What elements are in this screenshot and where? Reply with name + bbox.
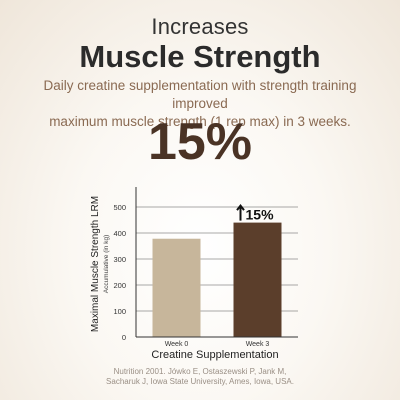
y-axis-sublabel: Accumulative (in kg) (103, 235, 110, 294)
bar-layer (152, 222, 282, 337)
y-tick-label: 400 (113, 229, 126, 238)
bar-week-3 (233, 222, 282, 337)
big-stat: 15% (147, 113, 253, 171)
title-line-1: Increases (151, 14, 249, 39)
x-axis-label: Creatine Supplementation (151, 349, 278, 361)
increase-annotation: 15% (236, 203, 275, 223)
subtitle-line-1: Daily creatine supplementation with stre… (43, 78, 357, 111)
citation-line-1: Nutrition 2001. Jówko E, Ostaszewski P, … (113, 367, 287, 376)
citation: Nutrition 2001. Jówko E, Ostaszewski P, … (0, 367, 400, 387)
y-tick-label: 100 (113, 307, 126, 316)
x-tick-label: Week 0 (165, 341, 189, 348)
y-tick-label: 300 (113, 255, 126, 264)
title-line-2: Muscle Strength (79, 39, 321, 74)
y-tick-label: 0 (122, 333, 126, 342)
x-tick-labels: Week 0 Week 3 (165, 341, 270, 348)
y-tick-label: 200 (113, 281, 126, 290)
bar-week-0 (152, 238, 201, 337)
y-tick-labels: 0 100 200 300 400 500 (113, 203, 126, 342)
subtitle-line-2: maximum muscle strength (1 rep max) in 3… (49, 114, 351, 129)
y-axis-label: Maximal Muscle Strength LRM (90, 196, 101, 332)
subtitle: Daily creatine supplementation with stre… (22, 77, 378, 131)
y-tick-label: 500 (113, 203, 126, 212)
up-arrow-icon (236, 203, 245, 221)
annotation-label: 15% (246, 207, 275, 223)
x-tick-label: Week 3 (246, 341, 270, 348)
citation-line-2: Sacharuk J, Iowa State University, Ames,… (106, 377, 294, 386)
